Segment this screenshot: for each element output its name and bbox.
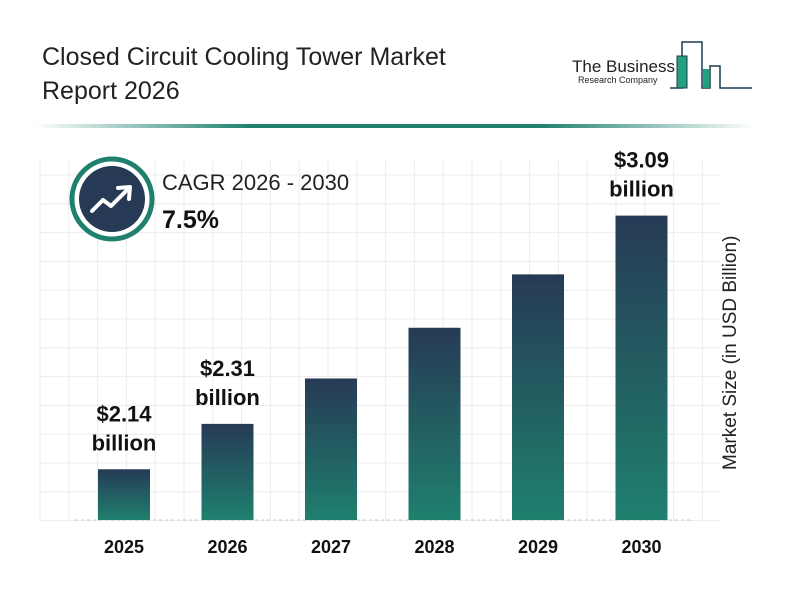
data-label-value: $3.09	[614, 148, 669, 173]
y-axis-label: Market Size (in USD Billion)	[720, 235, 741, 470]
x-tick-label: 2027	[311, 537, 351, 557]
company-logo: The Business Research Company	[572, 41, 752, 89]
x-tick-label: 2028	[414, 537, 454, 557]
x-tick-label: 2030	[621, 537, 661, 557]
bar-2030	[615, 215, 668, 520]
x-tick-label: 2026	[207, 537, 247, 557]
svg-text:Research Company: Research Company	[578, 75, 658, 85]
bar-2026	[201, 423, 254, 520]
data-label-value: $2.31	[200, 356, 255, 381]
bar-2025	[98, 469, 150, 520]
trending-up-icon	[69, 156, 155, 242]
cagr-value: 7.5%	[162, 206, 219, 234]
x-tick-label: 2025	[104, 537, 144, 557]
bar-2029	[512, 274, 564, 520]
header-divider	[35, 124, 755, 128]
data-label-unit: billion	[92, 430, 157, 455]
page-title: Closed Circuit Cooling Tower Market Repo…	[42, 43, 446, 105]
bar-2027	[305, 378, 357, 520]
data-label-unit: billion	[195, 385, 260, 410]
data-label-value: $2.14	[96, 401, 152, 426]
x-tick-label: 2029	[518, 537, 558, 557]
data-label-unit: billion	[609, 177, 674, 202]
svg-text:The Business: The Business	[572, 57, 675, 76]
bar-2028	[408, 327, 461, 520]
cagr-label: CAGR 2026 - 2030	[162, 170, 350, 195]
